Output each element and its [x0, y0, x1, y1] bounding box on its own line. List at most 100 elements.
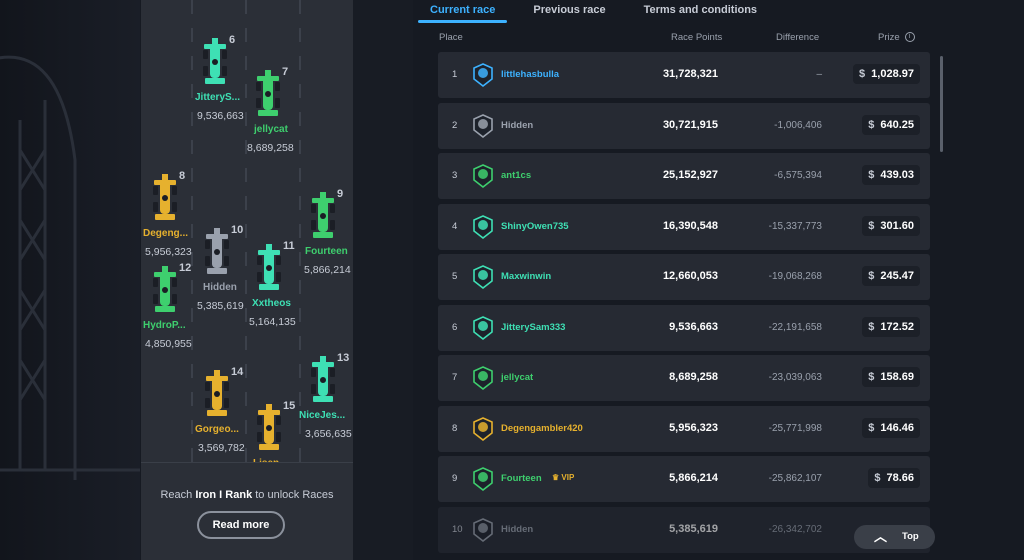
car-player-points: 3,569,782: [198, 442, 245, 454]
username[interactable]: Maxwinwin: [501, 271, 552, 282]
prize-amount: $245.47: [862, 266, 920, 286]
prize-amount: $301.60: [862, 215, 920, 236]
car-player-name: Xxtheos: [252, 298, 291, 309]
car-player-name: Gorgeo...: [195, 424, 239, 435]
username[interactable]: ShinyOwen735: [501, 220, 569, 232]
car-position: 10: [231, 224, 244, 236]
table-row[interactable]: 3 ant1cs 25,152,927 -6,575,394 $439.03: [438, 153, 930, 199]
dollar-icon: $: [868, 169, 875, 181]
prize-amount: $172.52: [862, 316, 920, 337]
car-player-name: HydroP...: [143, 320, 186, 331]
race-points: 5,385,619: [669, 522, 718, 535]
difference: -22,191,658: [768, 321, 822, 333]
username[interactable]: Hidden: [501, 523, 534, 535]
place-number: 9: [452, 473, 458, 484]
dollar-icon: $: [868, 270, 875, 282]
lane-divider: [245, 0, 247, 462]
car-position: 15: [283, 400, 296, 412]
race-points: 9,536,663: [669, 320, 718, 333]
leaderboard-table: 1 littlehasbulla 31,728,321 – $1,028.97 2 Hidd…: [438, 52, 930, 560]
tab-current-race[interactable]: Current race: [417, 0, 508, 24]
avatar-badge-icon: [473, 113, 493, 138]
avatar-badge-icon: [473, 366, 493, 390]
username[interactable]: Hidden: [501, 119, 534, 131]
difference: -25,771,998: [768, 422, 822, 434]
race-car: 13 NiceJes... 3,656,635: [299, 352, 352, 440]
table-row[interactable]: 1 littlehasbulla 31,728,321 – $1,028.97: [438, 52, 930, 98]
table-row[interactable]: 6 JitterySam333 9,536,663 -22,191,658 $172.5…: [438, 304, 930, 351]
race-car: 8 Degeng... 5,956,323: [143, 170, 192, 258]
difference: -23,039,063: [768, 372, 822, 383]
track-footer: Reach Iron I Rank to unlock Races Read m…: [141, 462, 353, 560]
avatar-badge-icon: [473, 315, 493, 340]
prize-amount: $640.25: [862, 114, 920, 135]
table-row[interactable]: 7 jellycat 8,689,258 -23,039,063 $158.69: [438, 355, 930, 401]
race-car: 11 Xxtheos 5,164,135: [249, 240, 296, 328]
car-position: 6: [229, 34, 236, 46]
scrollbar[interactable]: [940, 56, 943, 152]
race-points: 12,660,053: [662, 270, 718, 282]
username[interactable]: Degengambler420: [501, 422, 583, 434]
divider-panel: [353, 0, 413, 560]
race-points: 30,721,915: [662, 118, 718, 131]
race-car-icon: [257, 244, 281, 290]
car-player-points: 3,656,635: [305, 428, 352, 440]
race-car: 10 Hidden 5,385,619: [197, 224, 244, 312]
table-row[interactable]: 4 ShinyOwen735 16,390,548 -15,337,773 $301.6…: [438, 203, 930, 250]
table-row[interactable]: 2 Hidden 30,721,915 -1,006,406 $640.25: [438, 102, 930, 149]
difference: –: [816, 69, 822, 80]
race-car: 6 JitteryS... 9,536,663: [195, 34, 244, 122]
prize-amount: $146.46: [862, 417, 920, 438]
dollar-icon: $: [868, 219, 875, 232]
race-points: 31,728,321: [662, 68, 718, 80]
car-player-points: 5,956,323: [145, 246, 192, 258]
info-icon[interactable]: i: [904, 32, 915, 43]
username[interactable]: ant1cs: [501, 170, 532, 181]
vip-badge: ♛ VIP: [552, 473, 575, 482]
username[interactable]: Fourteen: [501, 473, 542, 484]
tab-terms-and-conditions[interactable]: Terms and conditions: [643, 4, 758, 16]
difference: -25,862,107: [768, 473, 822, 484]
avatar-badge-icon: [473, 517, 493, 542]
race-track: 6 JitteryS... 9,536,663 7 jellycat 8,689,258 8…: [141, 0, 353, 560]
place-number: 2: [452, 119, 458, 131]
dollar-icon: $: [868, 320, 875, 333]
table-row[interactable]: 5 Maxwinwin 12,660,053 -19,068,268 $245.47: [438, 254, 930, 300]
difference: -26,342,702: [768, 523, 822, 535]
car-player-points: 4,850,955: [145, 338, 192, 350]
race-points: 16,390,548: [662, 219, 718, 232]
table-row[interactable]: 9 Fourteen ♛ VIP 5,866,214 -25,862,107 $78.66: [438, 456, 930, 502]
race-car-icon: [311, 356, 335, 402]
car-player-name: jellycat: [254, 124, 288, 135]
car-player-name: Fourteen: [305, 246, 348, 257]
read-more-button[interactable]: Read more: [197, 511, 285, 539]
car-player-points: 5,385,619: [197, 300, 244, 312]
car-position: 8: [179, 170, 186, 182]
race-car: 12 HydroP... 4,850,955: [143, 262, 192, 350]
username[interactable]: JitterySam333: [501, 321, 566, 333]
car-position: 11: [283, 240, 295, 252]
race-car: 7 jellycat 8,689,258: [247, 66, 294, 154]
chevron-up-icon: ︿: [874, 529, 888, 544]
car-player-points: 5,164,135: [249, 316, 296, 328]
race-car-icon: [153, 266, 177, 312]
scroll-to-top-button[interactable]: ︿ Top: [854, 525, 935, 549]
username[interactable]: jellycat: [501, 372, 534, 383]
race-car-icon: [311, 192, 335, 238]
car-player-name: NiceJes...: [299, 410, 346, 421]
table-row[interactable]: 8 Degengambler420 5,956,323 -25,771,998 $146…: [438, 405, 930, 452]
place-number: 8: [452, 422, 458, 434]
race-points: 8,689,258: [669, 371, 718, 383]
username[interactable]: littlehasbulla: [501, 69, 560, 80]
place-number: 3: [452, 170, 458, 181]
race-car-icon: [205, 228, 229, 274]
tab-previous-race[interactable]: Previous race: [533, 4, 606, 16]
dollar-icon: $: [868, 118, 875, 131]
table-row[interactable]: 10 Hidden 5,385,619 -26,342,702: [438, 506, 930, 553]
avatar-badge-icon: [473, 63, 493, 87]
race-car-icon: [256, 70, 280, 116]
avatar-badge-icon: [473, 164, 493, 188]
race-car-icon: [257, 404, 281, 450]
place-number: 5: [452, 271, 458, 282]
dollar-icon: $: [868, 421, 875, 434]
